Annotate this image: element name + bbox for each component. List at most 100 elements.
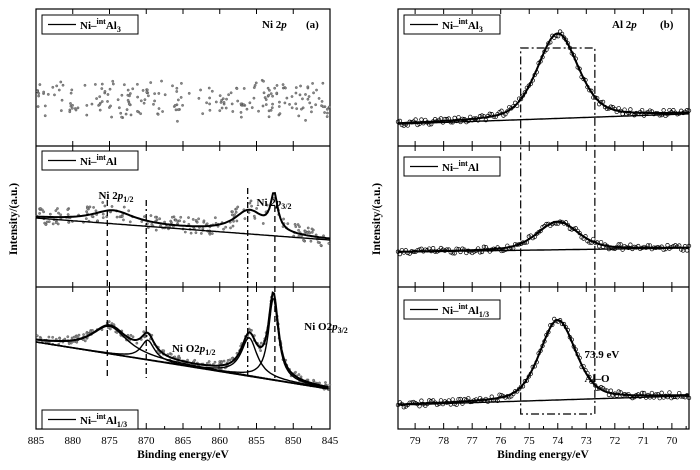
figure-a-panel-1-data-point [311,82,314,85]
figure-a-panel-2-data-point [298,225,301,229]
figure-b-panel-3-legend-sup: int [459,302,469,311]
figure-a-panel-2-data-point [178,219,182,223]
figure-a-panel-1-data-point [266,86,270,90]
figure-a-panel-2-annotation-sub: 1/2 [123,195,133,204]
figure-a-panel-1-data-point [248,101,252,105]
figure-a-panel-1-data-point [323,111,326,114]
figure-a-panel-3-data-point [129,333,133,337]
figure-a-panel-3-data-point [142,330,146,334]
figure-a-panel-1-data-point [147,94,150,98]
figure-a-panel-3-data-point [318,381,321,385]
figure-a-panel-1-data-point [253,84,257,87]
figure-a-panel-1-data-point [145,90,149,94]
figure-a-panel-1-data-point [252,96,256,100]
figure-a-panel-1-data-point [42,90,46,94]
figure-a-panel-1-data-point [70,106,74,110]
figure-a-panel-3-data-point [85,332,89,335]
figure-a-panel-3-background [35,341,329,390]
figure-a-panel-3-legend-box [41,409,139,430]
figure-a-panel-1-data-point [320,100,324,103]
figure-a-panel-2-data-point [57,211,60,215]
figure-b-panel-1-data-point [419,117,424,122]
figure-a-panel-2-annotation-main: Ni 2 [98,190,118,202]
figure-a-panel-1-data-point [126,88,130,92]
figure-a-panel-1-data-point [59,80,63,84]
figure-a-panel-2-data-point [235,207,238,211]
figure-a-panel-2-data-point [208,232,212,236]
figure-a-panel-3-data-point [248,328,252,332]
figure-a-panel-1-data-point [46,93,50,96]
figure-a-panel-1-data-point [275,91,279,95]
figure-a-panel-3-legend-main: Ni– [80,415,97,427]
figure-a-panel-2-fit-envelope [35,192,331,240]
figure-a-panel-2-data-point [214,216,217,220]
figure-b-panel-3: Ni–intAl1/3 73.9 eV Al–O [395,299,692,410]
figure-a-panel-1-data-point [100,100,104,103]
figure-a-panel-1-data-point [125,108,129,111]
figure-a-panel-1-data-point [269,109,273,112]
figure-a-panel-1-data-point [275,84,279,87]
figure-a-panel-2-data-point [310,227,314,231]
figure-a-panel-1-data-point [83,83,87,87]
figure-a-xtick-label: 885 [28,435,45,447]
figure-a-panel-1-data-point [227,93,230,97]
figure-a-panel-1: Ni–intAl3 [35,14,331,123]
figure-a-panel-2-data-point [252,214,256,218]
figure-a-panel-1-data-point [220,106,224,110]
figure-a-panel-2-data-point [316,240,320,244]
figure-a-panel-1-data-point [37,92,41,95]
figure-a-panel-1-data-point [70,88,74,92]
figure-b-panel-1-data-point [499,108,504,113]
figure-a-panel-2-data-point [158,217,162,221]
figure-b-panel-3-legend-sub: 1/3 [479,310,489,319]
figure-a-panel-2-data-point [86,206,89,210]
figure-a-panel-3-data-point [110,322,114,325]
figure-a-panel-1-data-point [129,92,132,95]
figure-b-panel-3-data-point [649,390,655,396]
figure-a-panel-2-legend-box [41,150,139,171]
figure-a-panel-1-data-point [53,93,56,97]
figure-a-panel-1-data-point [117,106,121,110]
figure-a-panel-1-data-point [199,88,202,92]
figure-a-panel-3-data-point [82,333,85,336]
figure-a-panel-2-data-point [48,212,52,216]
figure-a-panel-2-data-point [265,203,269,207]
figure-a-panel-2-annotation-ital: p [275,197,282,209]
figure-a-panel-2-data-point [235,219,239,223]
figure-a-panel-1-data-point [208,96,211,100]
figure-a-panel-1-data-point [277,105,281,108]
figure-a-panel-1-data-point [120,93,124,97]
figure-a-panel-1-data-point [171,84,174,88]
figure-a-panel-1-data-point [288,103,291,106]
figure-a-panel-2-legend-main: Ni– [80,156,97,168]
figure-a-panel-2-data-point [110,205,114,208]
figure-a-panel-1-data-point [163,93,167,97]
figure-a-panel-3: Ni–intAl1/3Ni O2p1/2Ni O2p3/2 [35,291,348,430]
figure-a-panel-1-data-point [308,101,312,105]
figure-a-panel-3-data-point [186,358,189,362]
figure-a-panel-1-data-point [153,99,156,103]
figure-a-panel-1-data-point [108,87,112,91]
figure-a-panel-1-data-point [262,79,265,83]
figure-a-panel-1-data-point [264,98,268,101]
figure-a-panel-3-legend-sup: int [97,412,107,421]
figure-b-panel-3-data-point [419,398,424,403]
figure-a-panel-1-data-point [157,92,161,95]
figure-a-panel-1-data-point [321,105,325,109]
figure-a-panel-2-data-point [296,223,300,226]
figure-a-panel-1-data-point [242,103,246,107]
figure-a-panel-2-data-point [183,230,187,234]
figure-a-panel-1-legend-box [41,14,139,35]
figure-b-panel-3-legend-main: Ni– [442,305,459,317]
figure-a-panel-1-data-point [307,95,311,98]
figure-a-panel-1-data-point [176,108,180,112]
figure-b-panel-1-legend-main: Ni– [442,20,459,32]
figure-a-panel-1-data-point [175,86,179,90]
figure-a-panel-1-data-point [208,108,212,112]
figure-a-panel-2-data-point [90,215,94,218]
figure-b-panel-2-legend-sup: int [459,159,469,168]
figure-b-xtick-label: 75 [524,435,536,447]
figure-b-panel-2-legend-text: Ni–intAl [442,159,479,174]
figure-a-panel-1-data-point [290,106,294,110]
